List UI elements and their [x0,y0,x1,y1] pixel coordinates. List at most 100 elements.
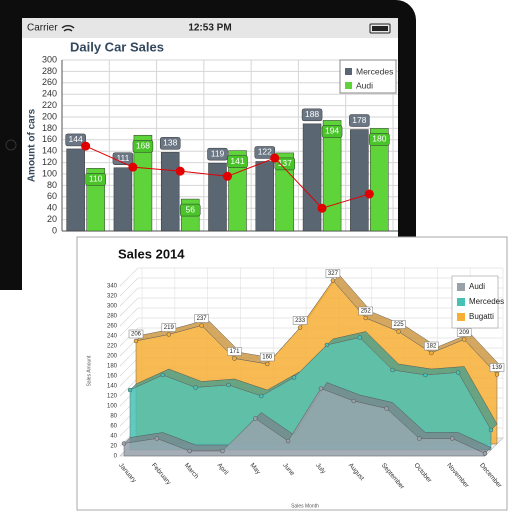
wifi-icon [61,25,75,32]
value-label-box [358,306,373,316]
legend-label: Audi [356,80,373,90]
legend-label: Audi [469,282,485,291]
point-marker [193,385,198,390]
clock: 12:53 PM [188,23,231,34]
point-marker [133,338,139,344]
value-label: 160 [262,355,273,361]
value-label: 139 [492,365,503,371]
y-tick-label: 180 [107,364,118,370]
point-marker [396,329,401,334]
value-label-box [254,146,276,159]
y-tick-label: 80 [110,414,117,420]
y-tick-label: 340 [107,284,118,290]
value-label: 110 [89,174,103,184]
legend-swatch [457,313,465,321]
point-marker [417,436,422,441]
point-marker [357,335,362,340]
value-label-box [349,114,370,127]
y-tick-label: 180 [42,123,57,133]
grid-line [119,287,503,307]
y-tick-label: 60 [47,191,57,201]
value-label: 209 [459,330,470,336]
y-tick-label: 160 [107,374,118,380]
line-point [270,153,280,163]
value-label: 168 [136,140,150,150]
value-label: 206 [131,332,142,338]
y-tick-label: 240 [107,334,118,340]
bar [160,152,180,232]
value-label: 180 [372,134,386,144]
status-bar [22,18,398,38]
value-label-box [194,314,209,323]
point-marker [363,315,368,321]
grid-line [119,307,503,327]
legend-swatch [345,82,352,89]
value-label-box [424,341,439,351]
point-marker [154,436,160,441]
chart-title: Sales 2014 [118,246,185,261]
bar [113,167,133,232]
value-label-box [85,173,106,186]
point-marker [285,438,291,444]
value-label: 188 [305,109,319,119]
y-tick-label: 300 [107,304,118,310]
bar [208,162,227,232]
y-tick-label: 60 [110,424,117,430]
point-marker [390,367,395,373]
value-label-box [456,328,472,337]
value-label: 327 [328,271,339,277]
y-tick-label: 100 [42,168,57,178]
y-tick-label: 80 [47,180,57,190]
line-point [317,203,327,213]
line-point [223,171,232,181]
point-marker [351,398,356,404]
point-marker [324,342,330,348]
value-label-box [369,133,390,146]
point-marker [318,386,324,391]
value-label: 178 [352,115,366,125]
bar [255,161,275,232]
y-tick-label: 120 [42,157,57,167]
line-point [364,189,374,199]
value-label-box [489,363,505,372]
x-axis-title: Sales Month [291,503,319,509]
value-label-box [207,147,228,161]
point-marker [494,372,500,377]
point-marker [226,382,231,388]
battery [369,23,391,34]
bar [370,128,389,232]
y-tick-label: 220 [107,344,118,350]
point-marker [297,325,303,330]
legend-swatch [457,298,465,306]
legend-swatch [457,283,465,291]
value-label: 182 [426,344,437,350]
grid-line [119,277,503,297]
value-label-box [301,108,323,122]
y-tick-label: 0 [114,454,118,460]
legend-label: Bugatti [469,312,494,321]
point-marker [199,323,204,328]
y-tick-label: 120 [107,394,118,400]
y-axis-title: Amount of cars [27,108,38,182]
point-marker [488,427,494,433]
y-tick-label: 140 [42,146,57,156]
point-marker [429,350,434,356]
y-tick-label: 240 [42,89,57,99]
line-point [81,141,91,151]
y-tick-label: 100 [107,404,118,410]
value-label-box [227,347,242,356]
point-marker [232,356,237,361]
value-label: 56 [185,204,195,214]
grid-line [119,267,503,287]
value-label-box [132,139,154,153]
value-label: 219 [164,325,175,331]
line-point [175,166,185,176]
value-label: 138 [163,138,177,148]
point-marker [384,406,389,411]
value-label-box [227,155,248,168]
value-label: 194 [325,126,339,136]
point-marker [160,372,166,378]
value-label: 144 [69,134,83,144]
value-label-box [161,323,177,332]
